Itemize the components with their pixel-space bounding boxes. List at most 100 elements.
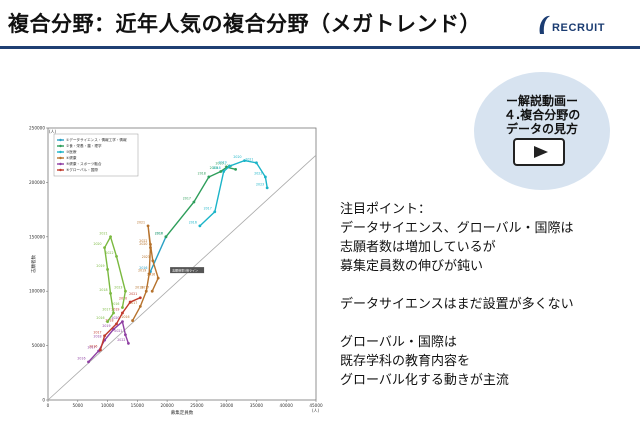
point-label: 2019	[102, 324, 110, 328]
reference-label: 志願倍率5倍ライン	[172, 268, 198, 273]
play-icon	[534, 146, 548, 158]
point-label: 2019	[210, 166, 218, 170]
point-label: 2020	[119, 297, 127, 301]
data-point	[138, 296, 142, 300]
legend-label: ①データサイエンス・情報工学・情報	[66, 137, 127, 142]
point-label: 2021	[114, 329, 122, 333]
data-point	[112, 311, 115, 315]
notes-heading: 注目ポイント：	[340, 202, 432, 217]
point-label: 2018	[213, 166, 221, 170]
x-unit: (人)	[312, 408, 320, 413]
data-point	[213, 210, 217, 214]
legend-box	[53, 133, 139, 177]
y-unit: (人)	[49, 129, 57, 134]
data-point	[109, 291, 112, 295]
point-label: 2016	[155, 231, 163, 235]
y-axis: 0 50000 100000 150000 200000 250000	[29, 126, 48, 403]
x-tick-label: 15000	[131, 403, 145, 408]
data-point	[263, 175, 267, 179]
notes-panel: 注目ポイント： データサイエンス、グローバル・国際は 志願者数は増加しているが …	[340, 200, 574, 390]
scatter-chart: 0 50000 100000 150000 200000 250000 0 5000 1000…	[29, 126, 323, 417]
legend-marker	[59, 168, 62, 172]
data-point	[149, 243, 152, 246]
point-label: 2016	[111, 302, 119, 306]
point-label: 2020	[233, 155, 241, 159]
point-label: 2018	[93, 335, 101, 339]
notes-line: データサイエンス、グローバル・国際は	[340, 221, 574, 236]
notes-line: グローバル化する動きが主流	[340, 373, 509, 388]
data-point	[219, 170, 223, 173]
point-label: 2020	[139, 242, 147, 246]
data-point	[115, 322, 118, 326]
point-label: 2019	[138, 268, 146, 272]
legend-marker	[59, 144, 62, 148]
data-point	[228, 164, 232, 168]
x-axis-label: 募集定員数	[171, 409, 194, 416]
data-point	[109, 235, 112, 239]
legend-label: ④健康	[66, 155, 77, 160]
point-label: 2021	[137, 220, 145, 224]
data-point	[156, 276, 160, 280]
notes-line: データサイエンスはまだ設置が多くない	[340, 297, 574, 312]
data-point	[144, 289, 148, 293]
data-point	[124, 289, 127, 293]
point-label: 2016	[121, 315, 129, 319]
data-point	[106, 268, 109, 271]
data-point	[149, 246, 152, 250]
y-tick-label: 50000	[32, 343, 46, 348]
y-tick-label: 250000	[29, 126, 45, 131]
data-point	[138, 305, 142, 308]
legend-marker	[59, 162, 62, 166]
point-label: 2018	[198, 171, 206, 175]
point-label: 2021	[129, 292, 137, 296]
data-point	[124, 333, 127, 337]
point-label: 2020	[93, 242, 101, 246]
point-label: 2017	[87, 346, 95, 350]
play-button[interactable]	[513, 138, 565, 166]
data-point	[115, 254, 118, 258]
video-badge[interactable]	[474, 72, 610, 190]
data-point	[99, 348, 102, 352]
reference-label-box	[170, 267, 205, 274]
point-label: 2021	[99, 231, 107, 235]
point-label: 2017	[204, 206, 212, 210]
point-label: 2018	[105, 318, 113, 322]
data-point	[222, 170, 226, 173]
legend-label: ②食・栄養・農・理学	[66, 143, 102, 148]
point-label: 2023	[142, 255, 150, 259]
x-tick-label: 20000	[160, 403, 174, 408]
title-divider	[0, 46, 640, 49]
notes-line: グローバル・国際は	[340, 335, 457, 350]
data-point	[121, 306, 124, 309]
legend: ①データサイエンス・情報工学・情報②食・栄養・農・理学③医療④健康⑤健康・スポー…	[53, 133, 139, 177]
point-label: 2017	[183, 196, 191, 200]
logo-text: RECRUIT	[552, 22, 606, 34]
point-label: 2018	[99, 288, 107, 292]
notes-line: 既存学科の教育内容を	[340, 354, 471, 369]
x-tick-label: 5000	[72, 403, 83, 408]
data-point	[192, 200, 196, 204]
video-badge-line3: データの見方	[505, 122, 578, 136]
data-point	[103, 246, 106, 250]
data-point	[106, 320, 109, 324]
series-line	[149, 236, 167, 272]
legend-label: ⑤健康・スポーツ融合	[66, 161, 102, 166]
point-label: 2022	[105, 251, 113, 255]
x-tick-label: 25000	[190, 403, 204, 408]
series-line	[99, 297, 141, 351]
point-label: 2017	[155, 231, 163, 235]
x-tick-label: 0	[47, 403, 50, 408]
data-point	[207, 175, 211, 179]
data-point	[121, 320, 124, 324]
point-label: 2019	[219, 161, 227, 165]
point-label: 2021	[245, 157, 253, 161]
point-label: 2022	[254, 171, 262, 175]
point-label: 2017	[93, 330, 101, 334]
video-badge-line1: ー解説動画ー	[505, 94, 578, 108]
point-label: 2020	[111, 316, 119, 320]
legend-marker	[59, 138, 62, 142]
x-tick-label: 45000	[309, 403, 323, 408]
x-tick-label: 40000	[280, 403, 294, 408]
